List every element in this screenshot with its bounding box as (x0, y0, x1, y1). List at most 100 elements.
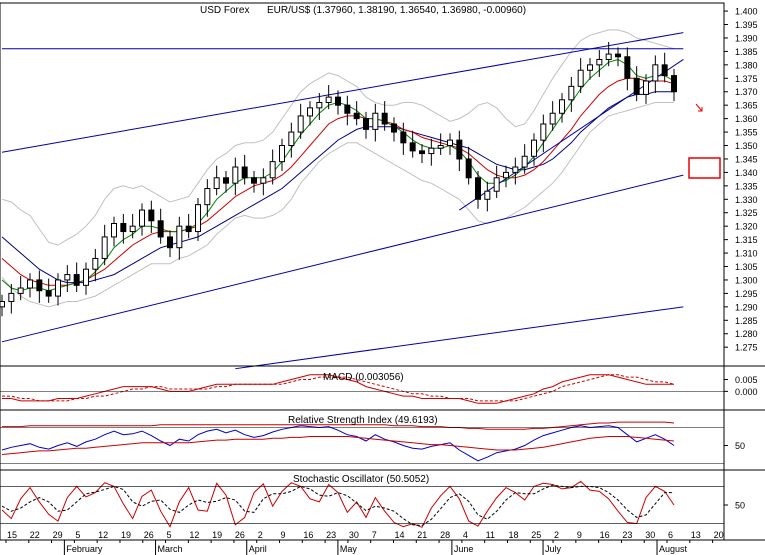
candle-body (36, 279, 43, 292)
date-tick-label: 25 (531, 530, 541, 540)
candle-body (213, 177, 220, 190)
candle-body (447, 139, 453, 147)
candle-body (83, 268, 89, 286)
price-tick-label: 1.355 (735, 128, 758, 138)
candle-body (288, 131, 295, 147)
date-tick-label: 7 (372, 530, 377, 540)
month-label: May (340, 544, 358, 554)
date-tick-label: 15 (7, 530, 17, 540)
candle-body (27, 279, 33, 289)
macd-tick-label: 0.000 (735, 387, 758, 397)
candle-body (381, 112, 388, 125)
rsi-label: Relative Strength Index (49.6193) (288, 415, 438, 426)
price-tick-label: 1.340 (735, 168, 758, 178)
date-tick-label: 14 (394, 530, 404, 540)
price-tick-label: 1.310 (735, 249, 758, 259)
candle-body (167, 236, 173, 249)
candle-body (232, 166, 239, 184)
candle-body (241, 166, 248, 179)
candle-body (223, 177, 229, 184)
candle-body (344, 104, 351, 114)
bollinger-upper-line (1, 29, 675, 246)
date-tick-label: 12 (98, 530, 108, 540)
candle-body (129, 225, 136, 233)
candle-body (493, 177, 500, 192)
candle-body (484, 190, 491, 200)
month-label: August (659, 544, 688, 554)
candle-body (633, 77, 640, 95)
date-tick-label: 18 (508, 530, 518, 540)
date-tick-label: 16 (600, 530, 610, 540)
price-tick-label: 1.370 (735, 87, 758, 97)
price-tick-label: 1.365 (735, 101, 758, 111)
rsi-panel: 50 (0, 421, 745, 464)
candle-body (251, 177, 257, 184)
date-tick-label: 20 (714, 530, 724, 540)
stochastic-tick-label: 50 (735, 501, 745, 511)
candle-body (101, 236, 108, 259)
date-tick-label: 21 (417, 530, 427, 540)
candle-body (363, 118, 369, 130)
candle-body (596, 58, 603, 66)
price-tick-label: 1.385 (735, 47, 758, 57)
down-arrow (695, 103, 703, 112)
rsi-tick-label: 50 (735, 441, 745, 451)
candle-body (559, 99, 565, 114)
candle-body (0, 300, 5, 308)
month-label: June (454, 544, 474, 554)
candle-body (652, 64, 659, 82)
price-tick-label: 1.390 (735, 33, 758, 43)
candle-body (400, 131, 407, 144)
date-tick-label: 5 (167, 530, 172, 540)
price-panel (0, 29, 721, 370)
candle-body (521, 155, 528, 168)
date-tick-label: 9 (281, 530, 286, 540)
candle-body (409, 142, 416, 152)
date-tick-label: 28 (440, 530, 450, 540)
price-tick-label: 1.380 (735, 60, 758, 70)
candle-body (260, 177, 267, 184)
price-tick-label: 1.285 (735, 316, 758, 326)
date-tick-label: 30 (349, 530, 359, 540)
date-tick-label: 22 (30, 530, 40, 540)
price-tick-label: 1.375 (735, 74, 758, 84)
macd-tick-label: 0.005 (735, 375, 758, 385)
date-tick-label: 16 (303, 530, 313, 540)
candle-body (465, 158, 472, 179)
candle-body (185, 225, 192, 233)
price-tick-label: 1.280 (735, 329, 758, 339)
candle-body (419, 150, 425, 155)
price-tick-label: 1.400 (735, 7, 758, 17)
date-tick-label: 13 (691, 530, 701, 540)
date-tick-label: 5 (75, 530, 80, 540)
candle-body (503, 171, 509, 179)
date-tick-label: 11 (486, 530, 495, 540)
date-tick-label: 19 (212, 530, 222, 540)
date-tick-label: 26 (235, 530, 245, 540)
macd-panel: 0.005 0.000 (0, 374, 758, 404)
bollinger-lower-line (1, 102, 674, 308)
candle-body (661, 64, 668, 77)
candle-body (92, 257, 99, 270)
candle-body (157, 220, 164, 238)
candle-body (17, 287, 24, 294)
rsi-rsi-line (1, 425, 675, 462)
candle-body (475, 177, 481, 200)
candle-body (8, 292, 15, 302)
price-tick-label: 1.315 (735, 235, 758, 245)
candle-body (624, 56, 631, 79)
candle-body (279, 145, 285, 163)
chart-title: USD Forex (200, 5, 249, 16)
price-tick-label: 1.335 (735, 181, 758, 191)
price-tick-label: 1.360 (735, 114, 758, 124)
candle-body (615, 53, 621, 58)
date-tick-label: 19 (121, 530, 131, 540)
candle-body (643, 80, 649, 95)
candle-body (307, 107, 313, 117)
candle-body (671, 75, 677, 93)
date-tick-label: 29 (53, 530, 63, 540)
rsi-rsi-average-line (1, 436, 675, 455)
candle-body (372, 112, 379, 130)
candle-body (316, 101, 323, 109)
